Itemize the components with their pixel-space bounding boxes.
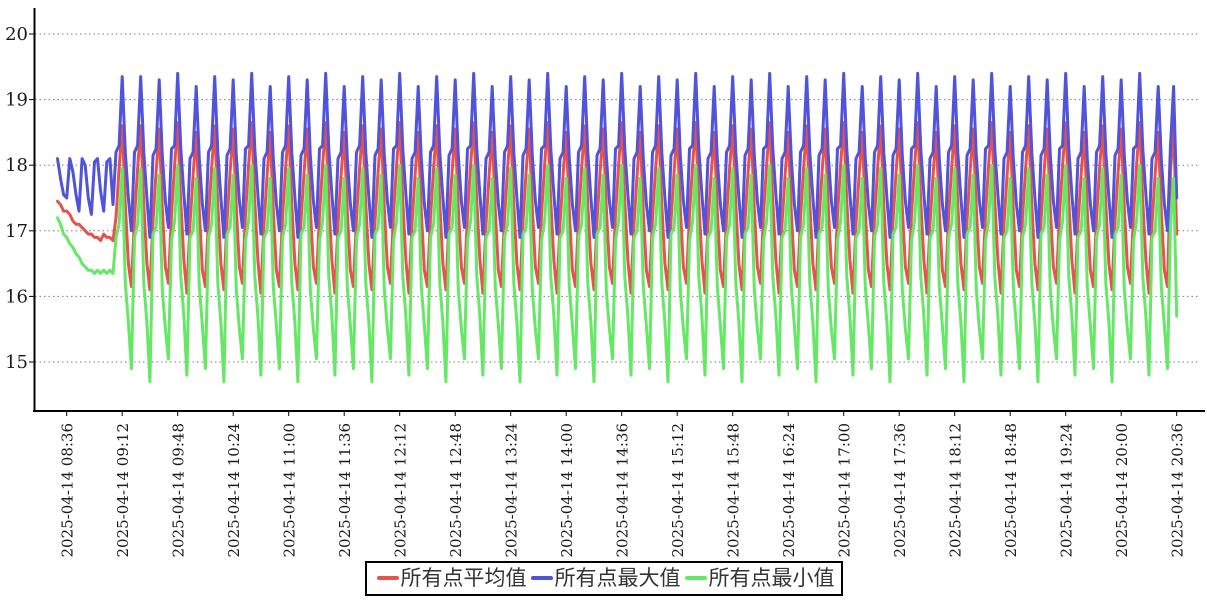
svg-text:2025-04-14 13:24: 2025-04-14 13:24 — [503, 423, 521, 557]
series-line-maximum — [56, 71, 1179, 239]
svg-text:2025-04-14 09:48: 2025-04-14 09:48 — [170, 423, 188, 557]
legend-dash-minimum — [684, 576, 707, 580]
svg-text:2025-04-14 15:12: 2025-04-14 15:12 — [669, 423, 687, 557]
legend-item-minimum: 所有点最小值 — [681, 565, 835, 591]
svg-text:2025-04-14 18:48: 2025-04-14 18:48 — [1002, 423, 1020, 557]
legend-dash-average — [376, 576, 399, 580]
svg-text:2025-04-14 18:12: 2025-04-14 18:12 — [947, 423, 965, 557]
svg-text:19: 19 — [5, 90, 28, 111]
legend-dash-maximum — [530, 576, 553, 580]
svg-text:2025-04-14 20:00: 2025-04-14 20:00 — [1113, 423, 1131, 557]
svg-text:2025-04-14 20:36: 2025-04-14 20:36 — [1169, 423, 1187, 557]
svg-text:2025-04-14 08:36: 2025-04-14 08:36 — [59, 423, 77, 557]
svg-text:17: 17 — [5, 221, 28, 242]
svg-text:2025-04-14 09:12: 2025-04-14 09:12 — [114, 423, 132, 557]
legend-label-maximum: 所有点最大值 — [554, 566, 681, 590]
svg-text:2025-04-14 12:48: 2025-04-14 12:48 — [447, 423, 465, 557]
svg-text:20: 20 — [5, 24, 28, 45]
legend-item-maximum: 所有点最大值 — [527, 565, 681, 591]
chart-legend: 所有点平均值 所有点最大值 所有点最小值 — [364, 561, 843, 596]
svg-text:2025-04-14 17:00: 2025-04-14 17:00 — [836, 423, 854, 557]
legend-label-average: 所有点平均值 — [400, 566, 527, 590]
svg-text:18: 18 — [5, 155, 28, 176]
svg-text:15: 15 — [5, 352, 28, 373]
svg-text:2025-04-14 11:00: 2025-04-14 11:00 — [281, 423, 299, 557]
svg-text:2025-04-14 10:24: 2025-04-14 10:24 — [225, 423, 243, 557]
svg-text:2025-04-14 17:36: 2025-04-14 17:36 — [891, 423, 909, 557]
svg-text:2025-04-14 14:36: 2025-04-14 14:36 — [614, 423, 632, 557]
svg-text:2025-04-14 14:00: 2025-04-14 14:00 — [558, 423, 576, 557]
svg-text:16: 16 — [5, 286, 28, 307]
svg-text:2025-04-14 12:12: 2025-04-14 12:12 — [392, 423, 410, 557]
series-line-minimum — [56, 163, 1179, 384]
svg-text:2025-04-14 19:24: 2025-04-14 19:24 — [1058, 423, 1076, 557]
svg-text:2025-04-14 11:36: 2025-04-14 11:36 — [336, 423, 354, 557]
legend-label-minimum: 所有点最小值 — [708, 566, 835, 590]
legend-item-average: 所有点平均值 — [373, 565, 527, 591]
svg-text:2025-04-14 15:48: 2025-04-14 15:48 — [725, 423, 743, 557]
svg-text:2025-04-14 16:24: 2025-04-14 16:24 — [780, 423, 798, 557]
x-axis-labels: 2025-04-14 08:36 2025-04-14 09:12 2025-04-… — [59, 411, 1187, 557]
y-axis-labels: 20 19 18 17 16 15 — [5, 24, 28, 373]
